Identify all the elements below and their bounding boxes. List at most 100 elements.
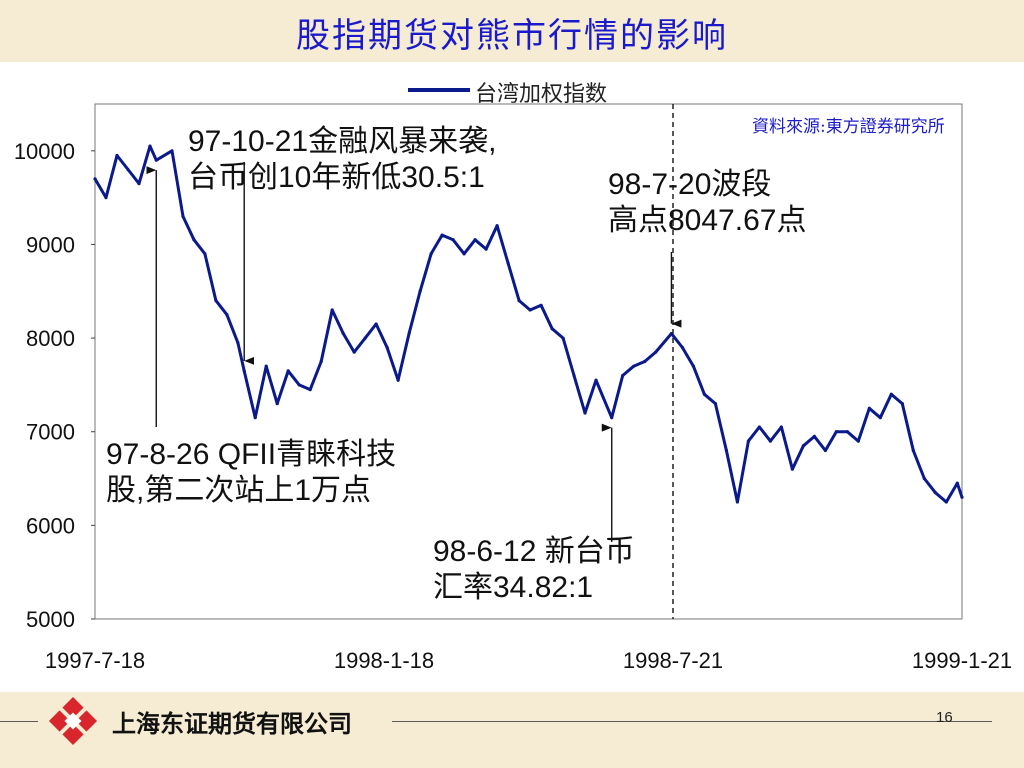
- data-point: [264, 364, 268, 368]
- data-point: [801, 444, 805, 448]
- legend-label: 台湾加权指数: [475, 82, 608, 107]
- data-point: [643, 359, 647, 364]
- chart-panel: 5000 6000 7000 8000 9000 10000 1997-7-18 1998-1…: [0, 62, 1024, 692]
- data-point: [713, 402, 718, 406]
- data-point: [845, 430, 849, 434]
- footer-rule-right: [392, 721, 992, 722]
- data-point: [137, 181, 141, 186]
- data-point: [768, 439, 772, 443]
- data-point: [225, 313, 229, 317]
- data-point: [319, 359, 323, 364]
- data-point: [944, 500, 948, 504]
- data-point: [396, 378, 400, 382]
- data-point: [867, 406, 871, 410]
- x-tick-label: 1999-1-21: [912, 648, 1012, 673]
- data-point: [911, 448, 915, 453]
- data-point: [790, 467, 794, 471]
- data-point: [561, 336, 565, 340]
- slide-title: 股指期货对熊市行情的影响: [296, 16, 728, 56]
- data-point: [691, 364, 696, 368]
- data-point: [115, 153, 119, 158]
- data-point: [451, 238, 455, 242]
- data-point: [385, 345, 389, 350]
- data-point: [933, 490, 937, 495]
- data-point: [341, 331, 345, 336]
- data-point: [473, 238, 477, 242]
- data-point: [170, 149, 174, 153]
- data-point: [856, 439, 860, 443]
- data-point: [922, 476, 926, 481]
- data-point: [823, 448, 827, 453]
- chart-svg: 5000 6000 7000 8000 9000 10000 1997-7-18 1998-1…: [14, 88, 1012, 673]
- data-point: [148, 144, 152, 148]
- company-name: 上海东证期货有限公司: [112, 710, 352, 738]
- x-tick-label: 1997-7-18: [45, 648, 145, 673]
- annotation-1997-8-26: 97-8-26 QFII青睐科技 股,第二次站上1万点: [106, 437, 396, 509]
- data-point: [418, 289, 422, 293]
- data-point: [154, 158, 158, 162]
- data-point: [308, 387, 312, 392]
- data-point: [669, 332, 674, 336]
- data-point: [517, 299, 521, 303]
- data-point: [746, 439, 750, 443]
- y-tick-label: 10000: [14, 139, 75, 164]
- data-point: [583, 411, 587, 415]
- data-point: [834, 430, 838, 434]
- data-point: [812, 434, 816, 439]
- data-point: [539, 303, 543, 307]
- data-point: [484, 247, 488, 251]
- company-logo-icon: [48, 696, 98, 746]
- data-point: [363, 336, 367, 340]
- annotation-line: 97-8-26 QFII青睐科技: [106, 438, 397, 471]
- data-point: [506, 261, 510, 265]
- data-point: [680, 345, 685, 350]
- annotation-line: 98-7-20波段: [608, 168, 772, 201]
- y-tick-label: 7000: [26, 420, 75, 445]
- data-point: [462, 252, 466, 256]
- data-point: [955, 481, 959, 485]
- data-point: [621, 373, 625, 378]
- data-point: [757, 425, 761, 429]
- source-note: 資料來源:東方證券研究所: [752, 117, 945, 137]
- data-point: [203, 252, 207, 256]
- annotation-line: 97-10-21金融风暴来袭,: [188, 125, 497, 158]
- data-point: [214, 299, 218, 303]
- y-tick-label: 6000: [26, 513, 75, 538]
- data-point: [275, 402, 279, 406]
- data-point: [181, 214, 185, 218]
- data-point: [610, 416, 614, 420]
- data-point: [889, 392, 893, 396]
- page-number: 16: [936, 709, 953, 726]
- data-point: [286, 369, 290, 373]
- annotation-line: 高点8047.67点: [608, 204, 807, 237]
- annotation-1997-10-21: 97-10-21金融风暴来袭, 台币创10年新低30.5:1: [188, 124, 496, 196]
- data-point: [407, 331, 411, 336]
- y-tick-label: 8000: [26, 326, 75, 351]
- series-line: [93, 144, 964, 504]
- plot-frame: [94, 103, 963, 620]
- data-point: [330, 308, 334, 312]
- y-tick-label: 9000: [26, 232, 75, 257]
- data-point: [429, 252, 433, 256]
- data-point: [495, 224, 499, 228]
- data-point: [528, 308, 532, 312]
- data-point: [654, 350, 658, 354]
- data-point: [93, 177, 97, 181]
- y-tick-label: 5000: [26, 607, 75, 632]
- data-point: [253, 416, 257, 420]
- x-tick-label: 1998-1-18: [334, 648, 434, 673]
- data-point: [236, 341, 240, 345]
- data-point: [702, 392, 707, 396]
- data-point: [900, 402, 904, 406]
- data-point: [779, 425, 783, 429]
- data-point: [104, 196, 108, 200]
- data-point: [594, 378, 598, 382]
- annotation-line: 98-6-12 新台币: [433, 535, 635, 568]
- annotation-line: 台币创10年新低30.5:1: [188, 161, 485, 194]
- x-tick-label: 1998-7-21: [623, 648, 723, 673]
- data-point: [374, 322, 378, 326]
- annotation-1998-7-20: 98-7-20波段 高点8047.67点: [608, 167, 806, 239]
- annotation-1998-6-12: 98-6-12 新台币 汇率34.82:1: [433, 534, 635, 606]
- data-point: [126, 167, 130, 172]
- data-point: [297, 383, 301, 387]
